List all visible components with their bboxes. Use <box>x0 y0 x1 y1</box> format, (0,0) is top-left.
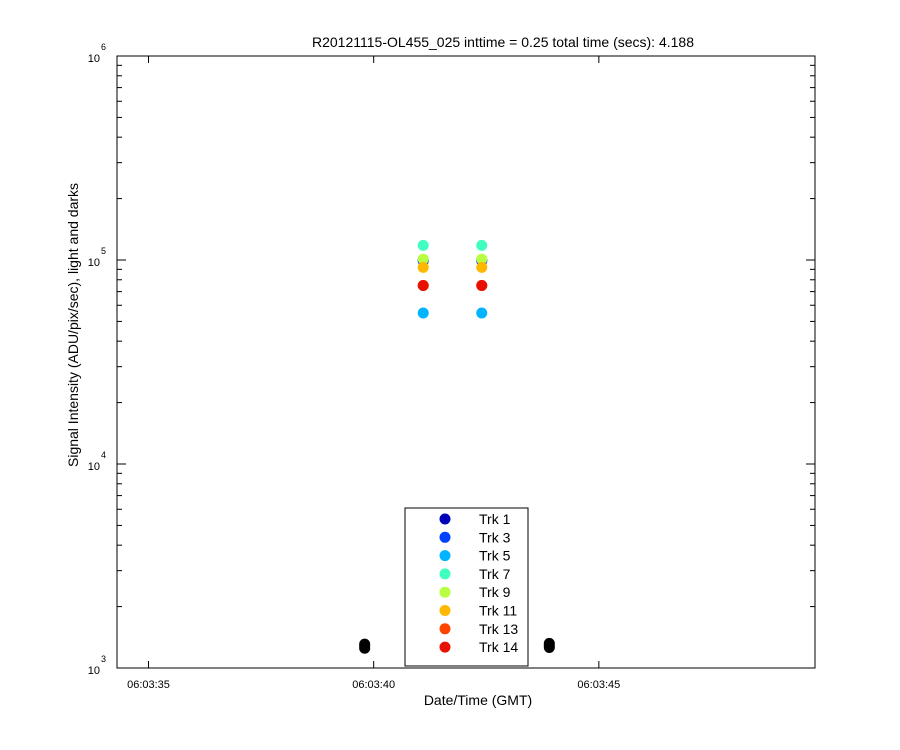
legend-label: Trk 3 <box>479 529 511 545</box>
legend-label: Trk 5 <box>479 548 511 564</box>
legend-marker <box>439 641 451 653</box>
y-tick-exponent: 5 <box>101 246 106 256</box>
chart-title: R20121115-OL455_025 inttime = 0.25 total… <box>312 34 694 50</box>
y-tick-exponent: 3 <box>101 654 106 664</box>
data-point <box>417 253 429 265</box>
x-tick-label: 06:03:35 <box>127 679 170 691</box>
legend-marker <box>439 605 451 616</box>
y-axis-label: Signal Intensity (ADU/pix/sec), light an… <box>65 183 81 467</box>
legend-marker <box>439 531 451 543</box>
legend-label: Trk 1 <box>479 511 511 527</box>
data-point <box>476 279 488 291</box>
x-axis-label: Date/Time (GMT) <box>424 692 532 708</box>
y-tick-label: 10 <box>88 257 100 269</box>
data-point <box>417 261 429 273</box>
data-point <box>476 261 488 273</box>
data-point <box>417 279 429 291</box>
legend-box <box>404 507 529 667</box>
plot-frame <box>116 55 816 669</box>
legend-marker <box>439 550 451 562</box>
x-tick-label: 06:03:40 <box>352 679 395 691</box>
legend-marker <box>439 568 451 580</box>
y-tick-exponent: 6 <box>101 42 106 52</box>
y-tick-label: 10 <box>88 461 100 473</box>
legend-marker <box>439 623 451 635</box>
data-point <box>417 307 429 319</box>
y-tick-exponent: 4 <box>101 450 106 460</box>
data-point <box>476 253 488 265</box>
y-tick-label: 10 <box>88 665 100 677</box>
legend-marker <box>439 586 451 598</box>
legend-label: Trk 13 <box>479 621 518 637</box>
data-point <box>476 239 488 251</box>
legend-marker <box>439 513 451 525</box>
legend-label: Trk 14 <box>479 639 518 655</box>
x-tick-label: 06:03:45 <box>577 679 620 691</box>
legend-label: Trk 9 <box>479 584 511 600</box>
data-points <box>359 239 555 654</box>
data-point <box>476 307 488 319</box>
data-point <box>417 239 429 251</box>
y-tick-label: 10 <box>88 53 100 65</box>
dark-point <box>359 638 371 650</box>
dark-point <box>543 637 555 649</box>
legend-label: Trk 11 <box>479 603 517 619</box>
legend-label: Trk 7 <box>479 566 511 582</box>
legend: Trk 1 Trk 3 Trk 5 Trk 7 Trk 9 Trk 11 Trk 13 Trk… <box>404 507 529 667</box>
